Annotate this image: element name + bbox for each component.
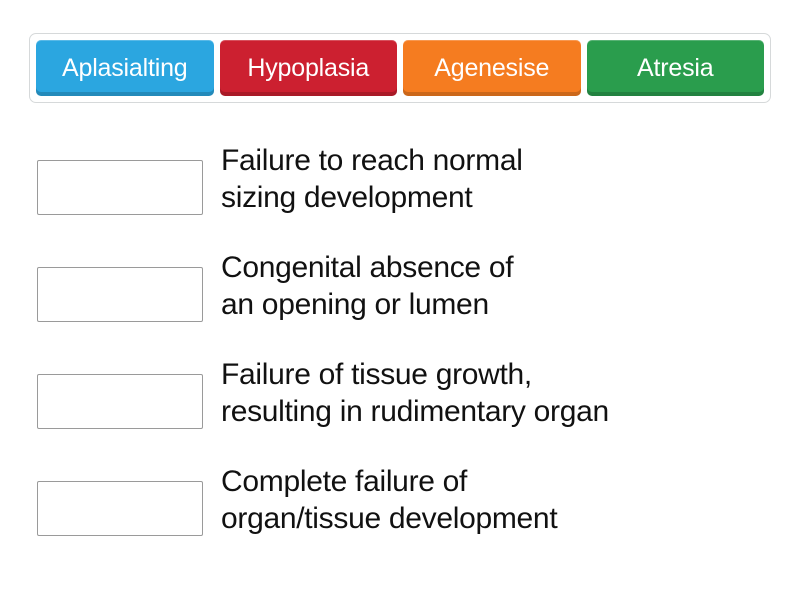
answer-tile-atresia[interactable]: Atresia [586, 40, 764, 96]
drop-zone-4[interactable] [37, 481, 203, 536]
drop-zone-2[interactable] [37, 267, 203, 322]
drop-zone-1[interactable] [37, 160, 203, 215]
answer-tile-hypoplasia[interactable]: Hypoplasia [219, 40, 397, 96]
match-row: Failure of tissue growth, resulting in r… [0, 357, 800, 464]
drop-zone-3[interactable] [37, 374, 203, 429]
match-row: Failure to reach normal sizing developme… [0, 143, 800, 250]
answer-tile-agenesise[interactable]: Agenesise [403, 40, 581, 96]
answer-tile-label: Atresia [637, 53, 714, 82]
match-row: Complete failure of organ/tissue develop… [0, 464, 800, 571]
answer-tile-label: Hypoplasia [247, 53, 370, 82]
match-rows-list: Failure to reach normal sizing developme… [0, 143, 800, 571]
answer-tile-aplasialting[interactable]: Aplasialting [36, 40, 214, 96]
answer-tile-label: Agenesise [434, 53, 550, 82]
definition-text-2: Congenital absence of an opening or lume… [221, 251, 514, 321]
definition-text-4: Complete failure of organ/tissue develop… [221, 465, 558, 535]
match-row: Congenital absence of an opening or lume… [0, 250, 800, 357]
answer-tile-label: Aplasialting [62, 53, 188, 82]
definition-text-3: Failure of tissue growth, resulting in r… [221, 358, 609, 428]
answer-tile-tray: Aplasialting Hypoplasia Agenesise Atresi… [29, 33, 771, 103]
definition-text-1: Failure to reach normal sizing developme… [221, 144, 523, 214]
